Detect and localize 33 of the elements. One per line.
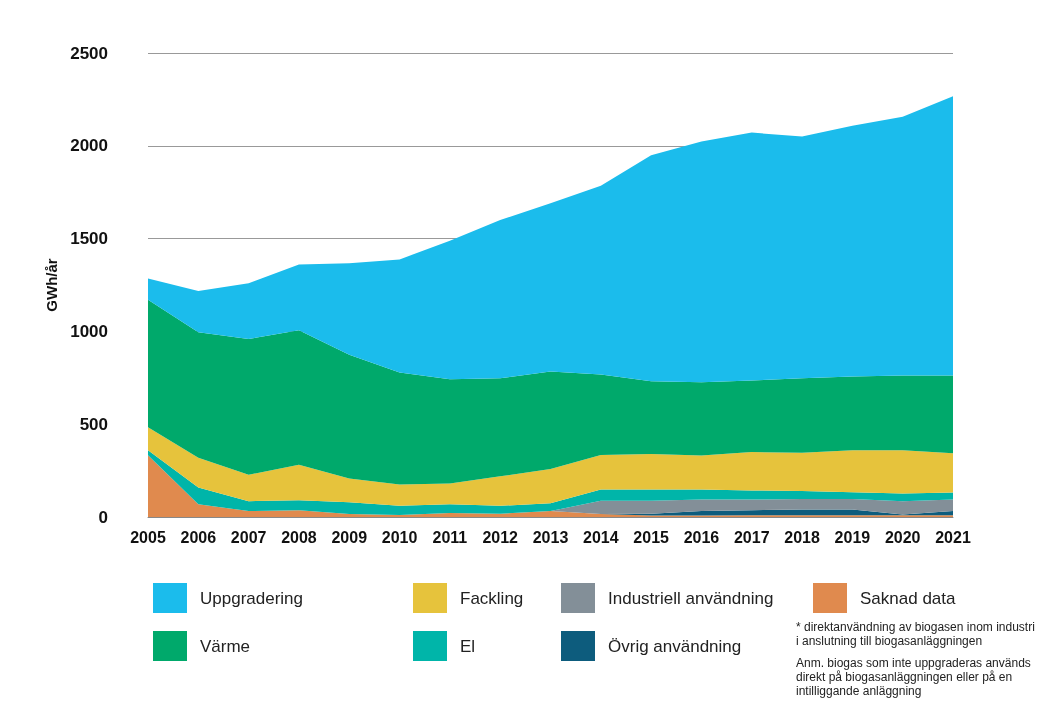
- y-tick-label: 2500: [70, 43, 108, 63]
- x-tick-label: 2013: [532, 528, 569, 546]
- x-tick-label: 2017: [733, 528, 770, 546]
- x-tick-label: 2018: [784, 528, 820, 546]
- legend-label: Uppgradering: [200, 588, 304, 608]
- legend-label: Värme: [200, 636, 251, 656]
- x-tick-label: 2021: [935, 528, 971, 546]
- x-tick-label: 2008: [281, 528, 317, 546]
- legend-label: Industriell användning: [608, 588, 774, 608]
- x-tick-label: 2009: [331, 528, 368, 546]
- x-tick-label: 2007: [230, 528, 267, 546]
- legend-label: Övrig användning: [608, 636, 742, 656]
- text: Anm. biogas som inte uppgraderas används direkt på biogasanläggningen eller på en intilliggande anläggning: [796, 656, 1035, 698]
- x-tick-label: 2019: [834, 528, 871, 546]
- legend-label: Fackling: [460, 588, 524, 608]
- y-tick-label: 1000: [70, 321, 108, 341]
- y-tick-label: 1500: [70, 229, 108, 249]
- x-tick-label: 2005: [130, 528, 166, 546]
- y-axis-title: GWh/år: [43, 258, 61, 312]
- x-tick-label: 2006: [180, 528, 217, 546]
- x-tick-label: 2010: [381, 528, 418, 546]
- text: * direktanvändning av biogasen inom industri i anslutning till biogasanläggningen: [796, 620, 1039, 648]
- x-tick-label: 2020: [884, 528, 921, 546]
- x-tick-label: 2016: [683, 528, 720, 546]
- x-tick-label: 2012: [482, 528, 519, 546]
- x-tick-label: 2011: [432, 528, 468, 546]
- x-tick-label: 2014: [583, 528, 619, 546]
- y-tick-label: 0: [98, 507, 108, 527]
- legend-label: Saknad data: [860, 588, 957, 608]
- y-tick-label: 500: [79, 414, 108, 434]
- legend-label: El: [460, 636, 476, 656]
- y-tick-label: 2000: [70, 136, 108, 156]
- x-tick-label: 2015: [633, 528, 670, 546]
